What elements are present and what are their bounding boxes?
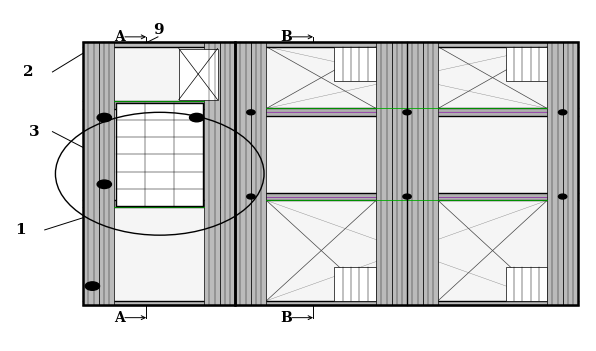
Bar — [423, 42, 438, 305]
Text: A: A — [114, 30, 125, 44]
Bar — [235, 108, 578, 116]
Circle shape — [247, 110, 255, 115]
Bar — [116, 103, 203, 206]
Bar — [235, 42, 251, 305]
Circle shape — [403, 194, 411, 199]
Bar — [392, 42, 407, 305]
Bar — [334, 47, 376, 81]
Bar — [251, 42, 266, 305]
Bar — [235, 42, 578, 47]
Bar — [407, 42, 423, 305]
Text: 1: 1 — [15, 223, 26, 237]
Circle shape — [403, 110, 411, 115]
Circle shape — [97, 113, 111, 122]
Bar — [83, 200, 235, 207]
Bar — [83, 42, 235, 305]
Circle shape — [190, 113, 204, 122]
Circle shape — [247, 194, 255, 199]
Circle shape — [558, 110, 567, 115]
Circle shape — [97, 180, 111, 188]
Bar — [334, 267, 376, 301]
Bar — [505, 47, 547, 81]
Bar — [376, 42, 392, 305]
Bar — [83, 301, 235, 305]
Bar — [235, 193, 578, 200]
Bar — [220, 42, 235, 305]
Bar — [204, 42, 220, 305]
Bar — [83, 42, 99, 305]
Circle shape — [85, 282, 100, 290]
Text: 9: 9 — [153, 23, 163, 37]
Bar — [505, 267, 547, 301]
Circle shape — [558, 194, 567, 199]
Bar — [235, 42, 578, 305]
Bar — [179, 48, 218, 100]
Bar — [235, 42, 578, 305]
Bar — [547, 42, 563, 305]
Text: 2: 2 — [23, 65, 34, 79]
Bar — [235, 301, 578, 305]
Text: 3: 3 — [29, 125, 40, 139]
Bar — [99, 42, 114, 305]
Bar — [116, 103, 203, 206]
Bar — [83, 42, 235, 305]
Bar — [563, 42, 578, 305]
Bar — [83, 101, 235, 109]
Text: B: B — [280, 311, 292, 325]
Text: B: B — [280, 30, 292, 44]
Text: A: A — [114, 311, 125, 325]
Bar — [83, 42, 235, 47]
